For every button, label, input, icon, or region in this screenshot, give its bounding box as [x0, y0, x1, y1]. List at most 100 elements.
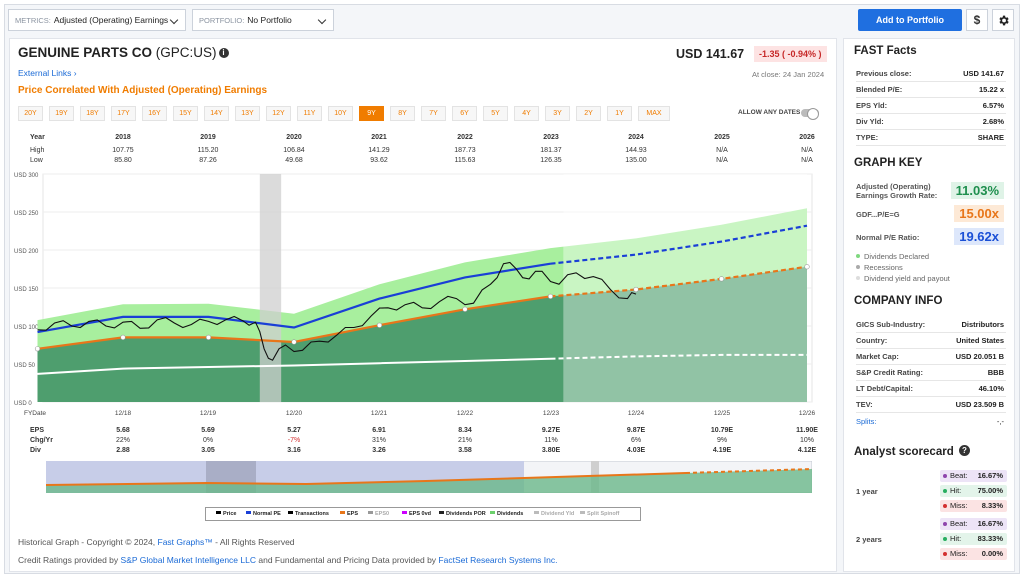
sp-global-link[interactable]: S&P Global Market Intelligence LLC [120, 555, 256, 565]
info-value: BBB [987, 368, 1004, 377]
splits-link[interactable]: Splits: [856, 417, 877, 426]
fact-label: Div Yld: [856, 117, 884, 126]
legend-item[interactable]: Dividends [490, 511, 523, 517]
legend-label: Price [223, 511, 237, 517]
divider [856, 332, 1006, 333]
price: USD 141.67 [676, 47, 745, 61]
eps-point [462, 306, 468, 312]
range-button-8y[interactable]: 8Y [390, 106, 415, 121]
scorecard-period: 1 year [856, 487, 878, 496]
scorecard-miss: Miss: 0.00% [940, 548, 1007, 560]
table-cell: 2019 [200, 134, 216, 141]
scorecard-value: 16.67% [977, 519, 1003, 528]
range-button-7y[interactable]: 7Y [421, 106, 446, 121]
range-navigator[interactable] [46, 461, 812, 493]
range-button-13y[interactable]: 13Y [235, 106, 260, 121]
range-button-2y[interactable]: 2Y [576, 106, 601, 121]
currency-button[interactable]: $ [966, 9, 988, 31]
data-cell: 11% [544, 437, 558, 444]
range-button-18y[interactable]: 18Y [80, 106, 105, 121]
range-button-19y[interactable]: 19Y [49, 106, 74, 121]
legend-item[interactable]: Normal PE [246, 511, 281, 517]
fast-facts-title: FAST Facts [854, 45, 917, 57]
legend-item[interactable]: Dividend Yld [534, 511, 574, 517]
range-button-16y[interactable]: 16Y [142, 106, 167, 121]
table-cell: 85.80 [114, 157, 132, 164]
data-cell: 4.12E [797, 447, 817, 454]
x-tick-label: 12/25 [714, 410, 731, 417]
legend-item[interactable]: EPS [340, 511, 358, 517]
range-button-4y[interactable]: 4Y [514, 106, 539, 121]
info-value: USD 20.051 B [955, 352, 1004, 361]
data-cell: 4.03E [626, 447, 646, 454]
dividends-line [37, 357, 551, 375]
scorecard-value: 0.00% [981, 549, 1003, 558]
info-value: Distributors [961, 320, 1004, 329]
range-button-12y[interactable]: 12Y [266, 106, 291, 121]
y-tick-label: USD 250 [14, 211, 39, 217]
legend-item[interactable]: EPS0 [368, 511, 389, 517]
fast-graphs-link[interactable]: Fast Graphs™ [157, 537, 213, 547]
range-button-10y[interactable]: 10Y [328, 106, 353, 121]
legend-marker-icon [216, 511, 221, 514]
range-button-11y[interactable]: 11Y [297, 106, 322, 121]
info-icon[interactable]: i [218, 48, 229, 58]
x-tick-label: 12/26 [799, 410, 816, 417]
legend-label: Dividend Yld [541, 511, 575, 517]
x-tick-label: 12/23 [543, 410, 560, 417]
scorecard-miss: Miss: 8.33% [940, 500, 1007, 512]
external-links[interactable]: External Links › [18, 68, 77, 78]
data-cell: 3.16 [287, 447, 301, 454]
table-cell: 115.20 [197, 147, 219, 154]
table-cell: 144.93 [625, 147, 647, 154]
factset-link[interactable]: FactSet Research Systems Inc. [438, 555, 558, 565]
range-button-17y[interactable]: 17Y [111, 106, 136, 121]
fact-value: 15.22 x [978, 85, 1004, 94]
range-button-3y[interactable]: 3Y [545, 106, 570, 121]
metrics-value: Adjusted (Operating) Earnings [53, 15, 169, 25]
table-cell: 141.29 [368, 147, 390, 154]
help-icon[interactable]: ? [958, 445, 970, 456]
graph-key-title: GRAPH KEY [854, 157, 923, 169]
x-tick-label: 12/18 [115, 410, 132, 417]
metrics-dropdown[interactable]: METRICS: Adjusted (Operating) Earnings [8, 9, 186, 31]
y-tick-label: USD 50 [14, 363, 36, 369]
range-button-max[interactable]: MAX [638, 106, 670, 121]
fact-value: 6.57% [982, 101, 1004, 110]
portfolio-dropdown[interactable]: PORTFOLIO: No Portfolio [192, 9, 334, 31]
data-cell: 10% [799, 437, 815, 444]
eps-point [804, 264, 810, 270]
divider [856, 348, 1006, 349]
range-button-14y[interactable]: 14Y [204, 106, 229, 121]
gear-icon[interactable] [992, 9, 1014, 31]
range-button-6y[interactable]: 6Y [452, 106, 477, 121]
legend-item[interactable]: Price [216, 511, 236, 517]
legend-marker-icon [368, 511, 373, 514]
legend-label: Dividends POR [446, 511, 486, 517]
legend-label: EPS 0vd [409, 511, 432, 517]
range-button-1y[interactable]: 1Y [607, 106, 632, 121]
legend-label: Dividends Declared [864, 252, 930, 261]
range-button-9y[interactable]: 9Y [359, 106, 384, 121]
scorecard-value: 83.33% [977, 534, 1003, 543]
legend-item[interactable]: EPS 0vd [402, 511, 431, 517]
legend-dividend-yield: Dividend yield and payout [856, 274, 950, 283]
table-cell: 2020 [286, 134, 302, 141]
legend-item[interactable]: Transactions [288, 511, 329, 517]
fact-label: TYPE: [856, 133, 879, 142]
legend-item[interactable]: Split Spinoff [580, 511, 619, 517]
allow-any-dates-toggle[interactable] [801, 108, 819, 120]
range-button-15y[interactable]: 15Y [173, 106, 198, 121]
portfolio-value: No Portfolio [247, 15, 292, 25]
legend-item[interactable]: Dividends POR [439, 511, 486, 517]
table-cell: 106.84 [283, 147, 305, 154]
price-chart[interactable]: USD 300 USD 250 USD 200 USD 150 USD 100 USD 5… [10, 169, 820, 469]
range-button-5y[interactable]: 5Y [483, 106, 508, 121]
range-button-20y[interactable]: 20Y [18, 106, 43, 121]
scorecard-beat: Beat: 16.67% [940, 518, 1007, 530]
table-cell: N/A [716, 157, 728, 164]
legend-marker-icon [340, 511, 345, 514]
navigator-eps-estimate [685, 468, 812, 474]
add-to-portfolio-button[interactable]: Add to Portfolio [858, 9, 962, 31]
data-cell: 3.05 [201, 447, 215, 454]
